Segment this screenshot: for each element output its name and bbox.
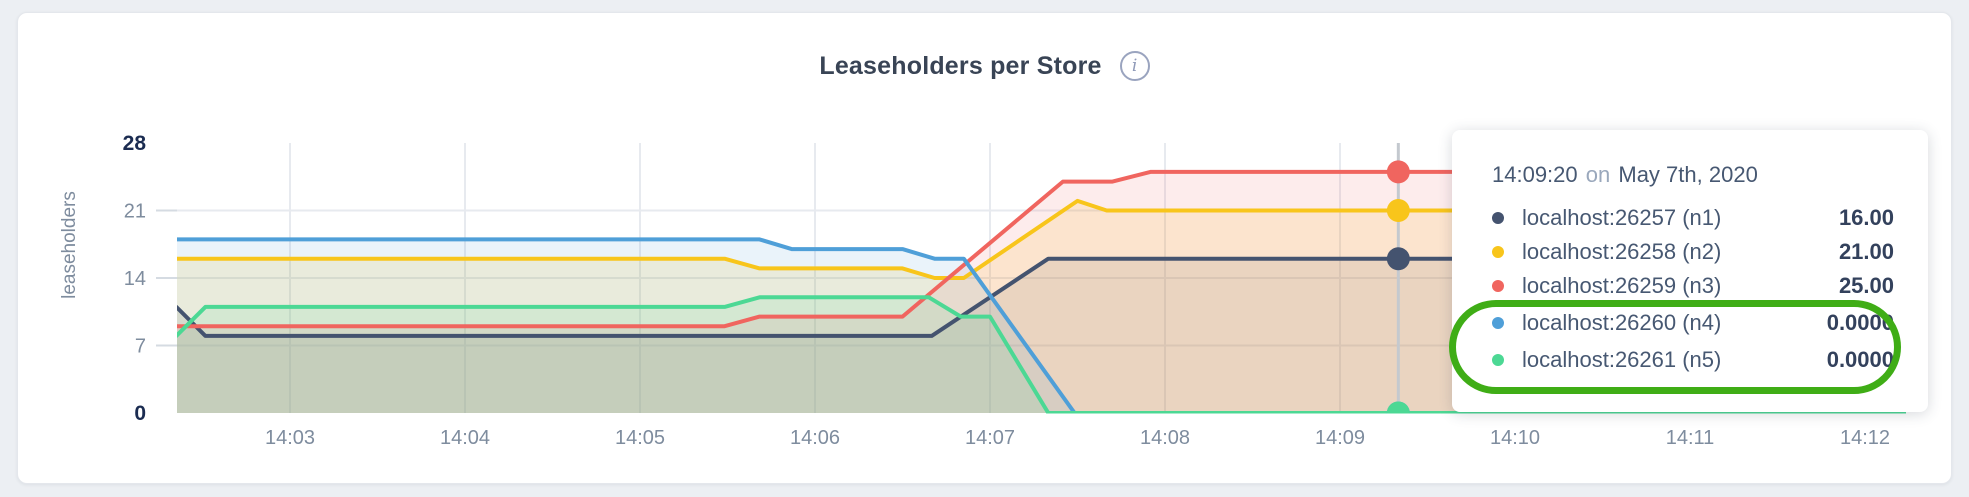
- tooltip-title: 14:09:20 on May 7th, 2020: [1492, 162, 1894, 188]
- tooltip-row-label: localhost:26261 (n5): [1522, 347, 1722, 372]
- x-tick-label: 14:06: [790, 427, 840, 449]
- tooltip-row-label: localhost:26257 (n1): [1522, 205, 1722, 230]
- chart-header: Leaseholders per Store i: [18, 51, 1951, 81]
- info-icon[interactable]: i: [1119, 51, 1150, 81]
- x-tick-label: 14:08: [1140, 427, 1190, 449]
- x-tick-label: 14:05: [615, 427, 665, 449]
- series-area: [177, 239, 1906, 413]
- tooltip-on-word: on: [1585, 162, 1611, 187]
- tooltip-time: 14:09:20: [1492, 162, 1578, 187]
- y-axis-label: leaseholders: [59, 191, 80, 299]
- series-dot-icon: [1492, 212, 1504, 224]
- tooltip-row-value: 0.0000: [1826, 347, 1894, 372]
- series-line: [177, 169, 1906, 329]
- series-line: [177, 198, 1906, 280]
- tooltip-rows: localhost:26257 (n1) 16.00 localhost:26258…: [1492, 201, 1894, 377]
- x-tick-label: 14:11: [1666, 427, 1715, 449]
- info-icon-glyph: i: [1131, 56, 1138, 76]
- tooltip-row: localhost:26257 (n1) 16.00: [1492, 201, 1894, 235]
- tooltip-row-label: localhost:26260 (n4): [1522, 310, 1722, 335]
- tooltip-row-value: 16.00: [1838, 205, 1894, 230]
- hover-tooltip: 14:09:20 on May 7th, 2020 localhost:2625…: [1452, 130, 1928, 412]
- tooltip-row-value: 0.0000: [1826, 310, 1894, 335]
- x-tick-label: 14:09: [1315, 427, 1365, 449]
- tooltip-row: localhost:26258 (n2) 21.00: [1492, 235, 1894, 269]
- crosshair-dots: [1386, 160, 1410, 414]
- tooltip-row-label: localhost:26259 (n3): [1522, 273, 1722, 298]
- x-tick-label: 14:03: [265, 427, 315, 449]
- tooltip-row: localhost:26260 (n4) 0.0000: [1492, 306, 1894, 340]
- tooltip-date: May 7th, 2020: [1618, 162, 1758, 187]
- y-tick-label: 7: [135, 336, 146, 358]
- tooltip-row-value: 21.00: [1838, 239, 1894, 264]
- crosshair-dot: [1386, 247, 1410, 271]
- tooltip-row: localhost:26261 (n5) 0.0000: [1492, 343, 1894, 377]
- tooltip-row-value: 25.00: [1838, 273, 1894, 298]
- series-dot-icon: [1492, 280, 1504, 292]
- crosshair-dot: [1386, 160, 1410, 184]
- tooltip-row-label: localhost:26258 (n2): [1522, 239, 1722, 264]
- series-line: [177, 237, 1906, 414]
- crosshair-dot: [1386, 199, 1410, 222]
- y-tick-label: 14: [124, 268, 146, 290]
- tooltip-row: localhost:26259 (n3) 25.00: [1492, 269, 1894, 303]
- x-tick-label: 14:07: [965, 427, 1015, 449]
- y-tick-label: 21: [124, 201, 146, 223]
- series-dot-icon: [1492, 354, 1504, 366]
- series-lines: [177, 169, 1906, 414]
- series-dot-icon: [1492, 246, 1504, 258]
- series-line: [177, 295, 1906, 414]
- chart-title: Leaseholders per Store: [819, 51, 1102, 80]
- crosshair-dot: [1386, 401, 1410, 414]
- x-tick-label: 14:04: [440, 427, 490, 449]
- series-dot-icon: [1492, 317, 1504, 329]
- x-tick-label: 14:10: [1490, 427, 1540, 449]
- y-tick-label: 0: [134, 402, 146, 425]
- x-tick-label: 14:12: [1840, 427, 1890, 449]
- y-tick-label: 28: [123, 132, 147, 155]
